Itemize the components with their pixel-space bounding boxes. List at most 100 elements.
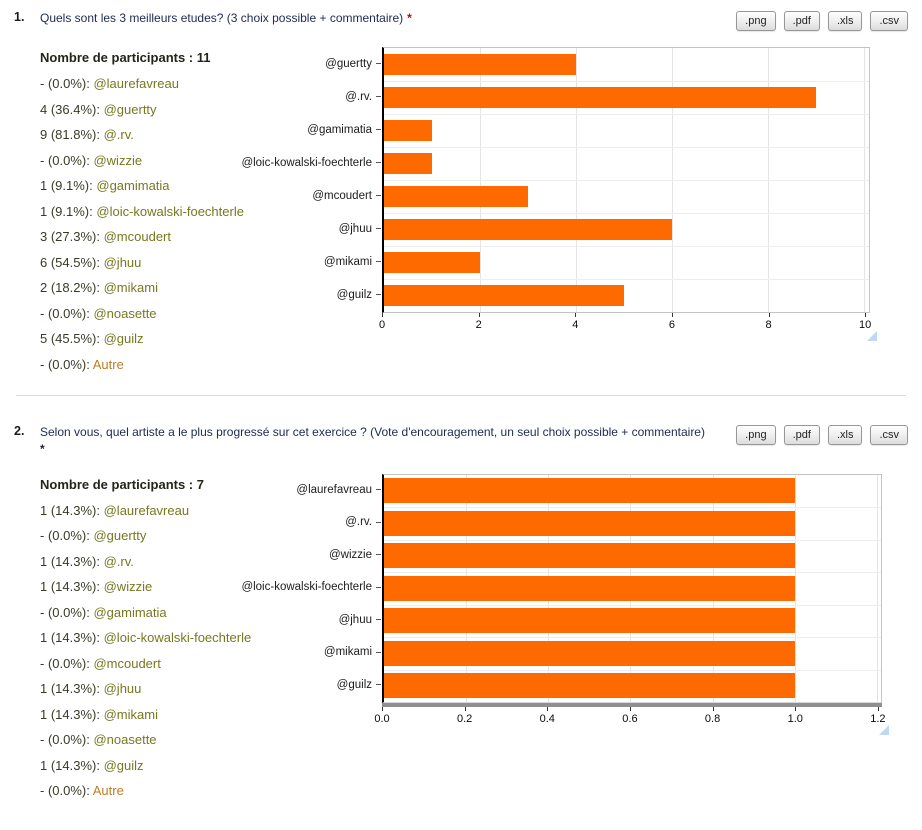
question-2-block: 2. Selon vous, quel artiste a le plus pr… — [14, 422, 908, 804]
grid-line — [384, 507, 881, 509]
answer-count: 1 (14.3%): — [40, 706, 100, 722]
y-label-cell: @jhuu — [272, 212, 382, 245]
bar — [384, 219, 673, 240]
chart-box: @laurefavreau @.rv. @wizzie @loic-kowalski-… — [241, 473, 886, 732]
bar-row — [384, 114, 869, 147]
category-label: @wizzie — [329, 548, 372, 561]
answer-row: 3 (27.3%): @mcoudert — [40, 224, 272, 250]
export-png-button[interactable]: .png — [736, 11, 776, 31]
category-label: @laurefavreau — [296, 483, 372, 496]
participant-label: @noasette — [93, 305, 157, 321]
question-1-block: 1. Quels sont les 3 meilleurs etudes? (3… — [14, 8, 908, 377]
other-option-label: Autre — [92, 783, 124, 799]
resize-handle-icon[interactable] — [879, 725, 889, 736]
bar — [384, 608, 795, 634]
export-png-button[interactable]: .png — [736, 425, 776, 445]
grid-line — [384, 637, 881, 639]
x-tick-mark — [629, 707, 631, 712]
y-label-cell: @mikami — [272, 636, 382, 669]
answer-count: 3 (27.3%): — [40, 229, 100, 244]
bar — [384, 285, 625, 306]
y-axis-labels: @guertty @.rv. @gamimatia @loic-kowalski-fo… — [241, 47, 382, 337]
participant-label: @guertty — [103, 101, 157, 117]
bar — [384, 153, 433, 174]
x-tick-label: 0.4 — [539, 713, 555, 726]
question-number: 2. — [14, 424, 25, 438]
y-label-cell: @guilz — [272, 669, 382, 702]
export-xls-button[interactable]: .xls — [827, 11, 863, 31]
y-label-cell: @laurefavreau — [272, 474, 382, 507]
y-label-cell: @gamimatia — [272, 113, 382, 146]
answer-count: - (0.0%): — [40, 783, 90, 799]
answer-count: 5 (45.5%): — [40, 331, 100, 346]
x-tick-mark — [464, 707, 466, 712]
y-tick-mark — [376, 521, 381, 523]
x-tick-label: 1.0 — [787, 713, 803, 726]
y-tick-mark — [376, 228, 381, 229]
category-label: @guilz — [336, 288, 372, 301]
participant-label: @guilz — [103, 331, 144, 346]
category-label: @jhuu — [338, 613, 372, 626]
answer-count: 1 (9.1%): — [40, 203, 93, 219]
bar — [384, 186, 529, 207]
participant-label: @jhuu — [103, 681, 142, 697]
participant-label: @wizzie — [103, 579, 153, 595]
y-label-cell: @wizzie — [272, 539, 382, 572]
other-option-label: Autre — [92, 356, 124, 372]
answer-count: 1 (14.3%): — [40, 553, 100, 569]
y-label-cell: @mcoudert — [272, 179, 382, 212]
x-tick-label: 6 — [668, 319, 675, 331]
export-pdf-button[interactable]: .pdf — [783, 425, 820, 445]
category-label: @jhuu — [338, 222, 372, 235]
y-label-cell: @loic-kowalski-foechterle — [241, 146, 382, 179]
bar-row — [384, 279, 869, 312]
x-tick-mark — [575, 313, 577, 317]
resize-handle-icon[interactable] — [867, 331, 877, 341]
y-tick-mark — [376, 96, 381, 97]
plot-grid — [382, 47, 870, 313]
question-1-content: Nombre de participants : 11 - (0.0%): @l… — [40, 45, 908, 377]
participants-count: Nombre de participants : 11 — [40, 50, 211, 65]
answer-count: 1 (14.3%): — [40, 630, 100, 646]
bar-row — [384, 507, 881, 540]
y-label-cell: @mikami — [272, 245, 382, 278]
export-pdf-button[interactable]: .pdf — [783, 11, 820, 31]
participant-label: @gamimatia — [96, 178, 170, 193]
participant-label: @mikami — [103, 706, 158, 722]
category-label: @gamimatia — [307, 123, 372, 136]
answer-row: - (0.0%): @mcoudert — [40, 651, 272, 677]
x-tick-mark — [671, 313, 673, 317]
y-tick-mark — [376, 619, 381, 621]
x-tick-label: 2 — [475, 319, 482, 331]
answer-row: - (0.0%): @laurefavreau — [40, 71, 272, 97]
answer-row: - (0.0%): @gamimatia — [40, 600, 272, 626]
x-tick-mark — [795, 707, 797, 712]
export-csv-button[interactable]: .csv — [870, 11, 908, 31]
x-tick-label: 0 — [378, 319, 386, 331]
question-1-header: 1. Quels sont les 3 meilleurs etudes? (3… — [14, 8, 908, 31]
answer-row: 4 (36.4%): @guertty — [40, 97, 272, 123]
answer-row: - (0.0%): Autre — [40, 778, 272, 804]
y-label-cell: @loic-kowalski-foechterle — [241, 571, 382, 604]
x-tick-mark — [877, 707, 879, 712]
category-label: @loic-kowalski-foechterle — [241, 156, 372, 169]
export-csv-button[interactable]: .csv — [870, 425, 908, 445]
y-tick-mark — [376, 554, 381, 556]
answer-count: 9 (81.8%): — [40, 127, 100, 142]
answer-row: 1 (14.3%): @jhuu — [40, 676, 272, 702]
plot-area: 0.0 0.2 0.4 0.6 0.8 1.0 1.2 — [374, 473, 886, 732]
bar-row — [384, 637, 881, 670]
y-label-cell: @.rv. — [272, 506, 382, 539]
answer-row: 9 (81.8%): @.rv. — [40, 122, 272, 148]
export-xls-button[interactable]: .xls — [827, 425, 863, 445]
y-tick-mark — [376, 489, 381, 491]
answer-row: 1 (14.3%): @loic-kowalski-foechterle — [40, 625, 272, 651]
answer-row: - (0.0%): @noasette — [40, 301, 272, 327]
x-tick-label: 4 — [572, 319, 579, 331]
answer-count: - (0.0%): — [40, 76, 90, 91]
grid-line — [384, 669, 881, 671]
participants-count: Nombre de participants : 7 — [40, 476, 204, 492]
participant-label: @noasette — [93, 732, 157, 748]
y-tick-mark — [376, 651, 381, 653]
grid-line — [384, 147, 869, 148]
